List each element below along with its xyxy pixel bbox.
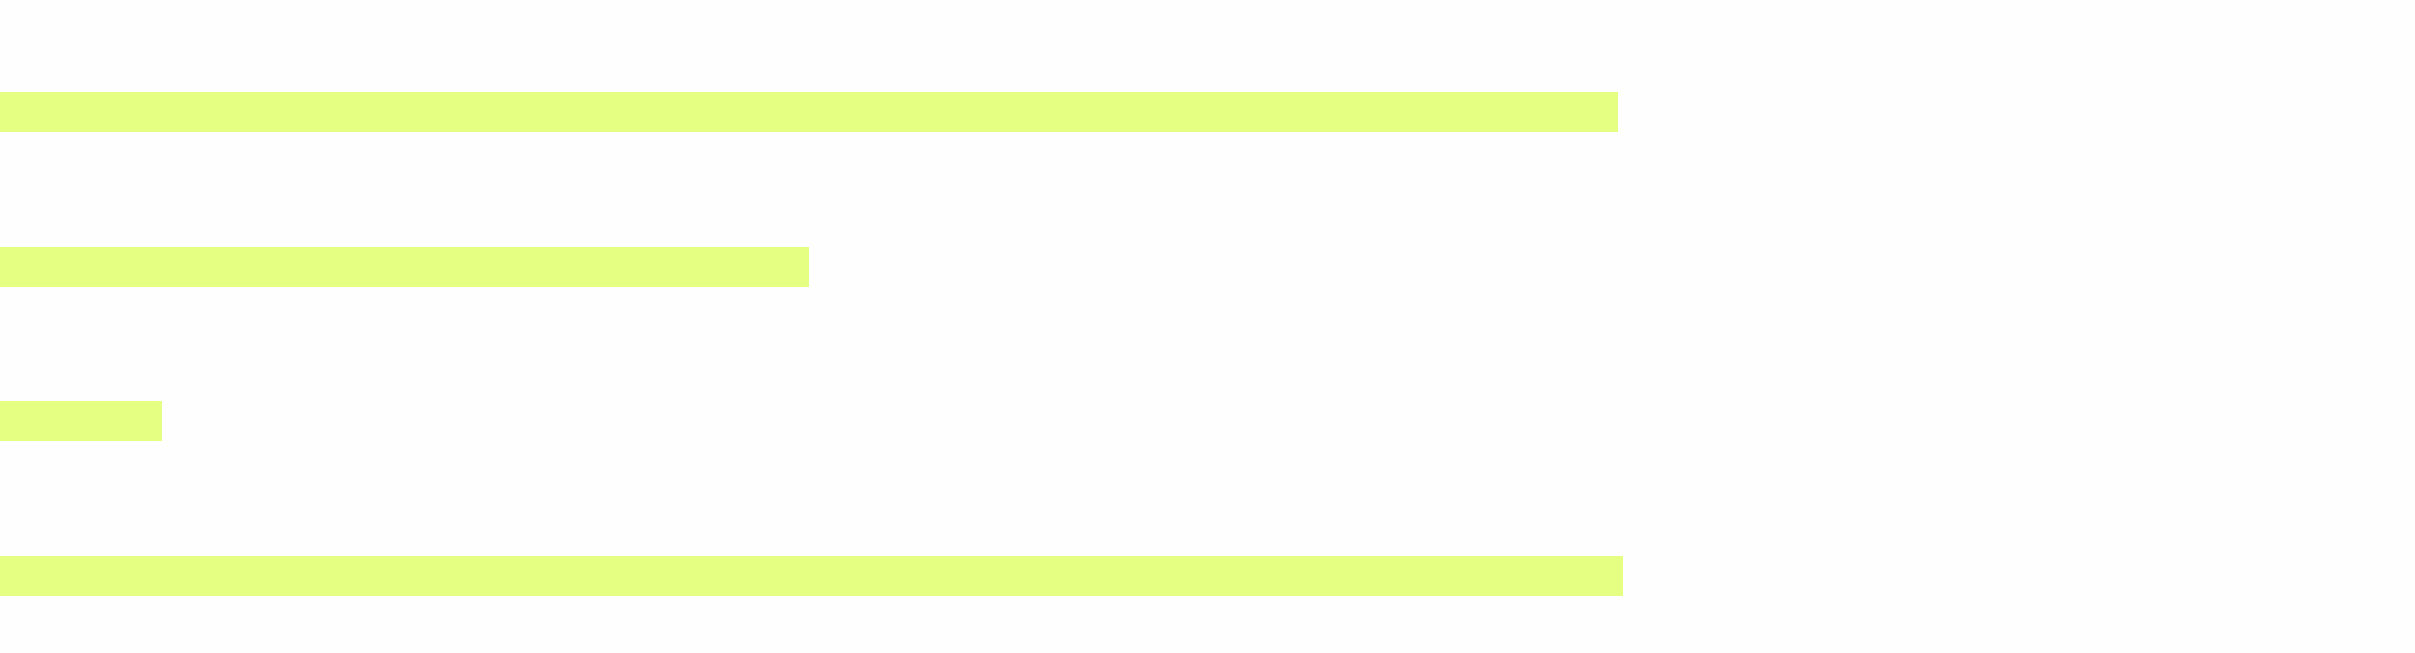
bar-3: [0, 401, 162, 441]
bar-series: [0, 92, 1623, 596]
bar-4: [0, 556, 1623, 596]
bar-1: [0, 92, 1619, 132]
bar-2: [0, 247, 810, 287]
